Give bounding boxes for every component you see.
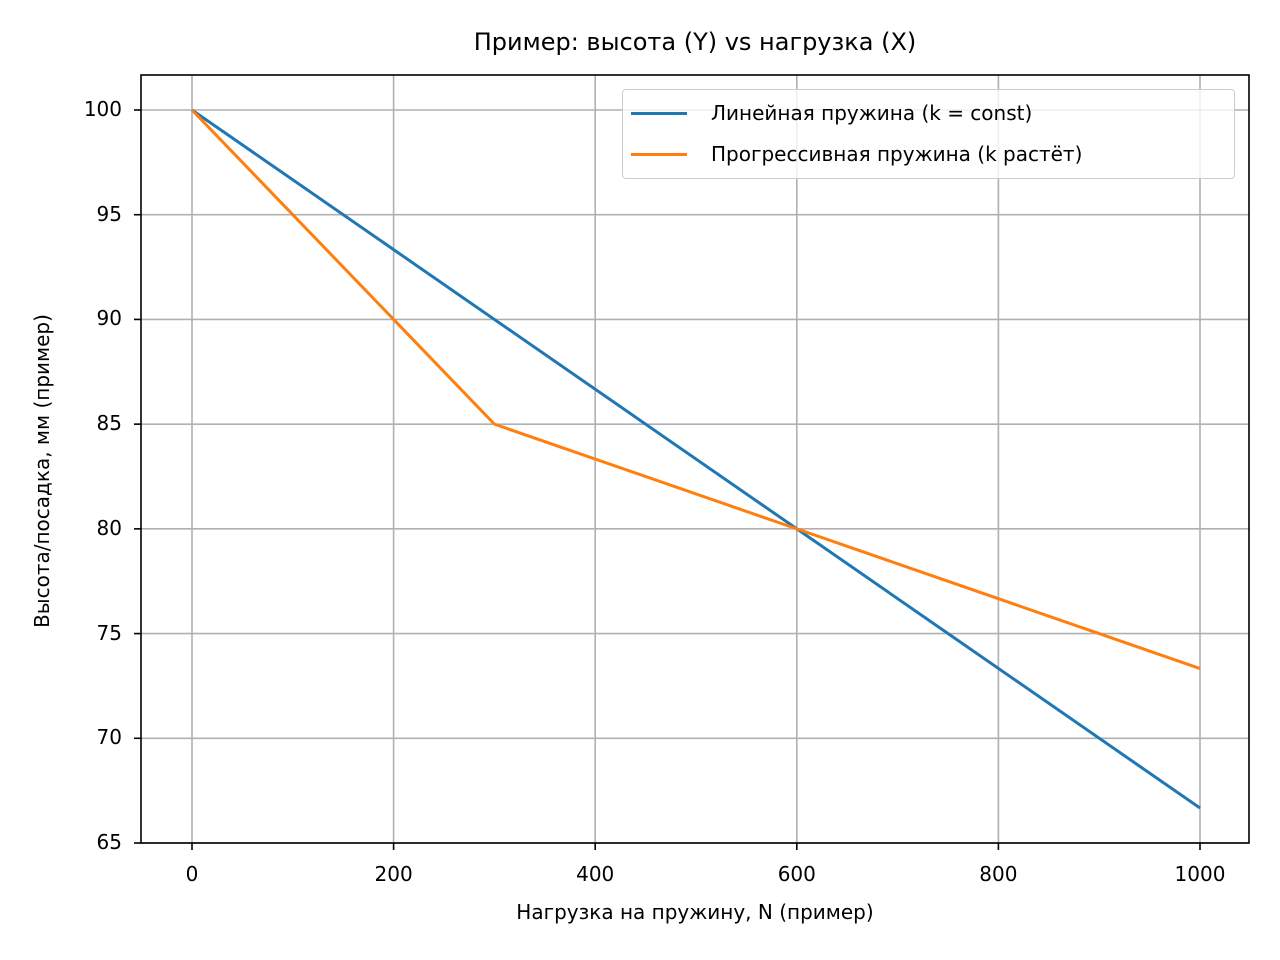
y-tick-label: 100	[83, 97, 122, 121]
x-axis-label: Нагрузка на пружину, N (пример)	[516, 900, 874, 924]
y-axis-label: Высота/посадка, мм (пример)	[30, 314, 54, 628]
legend-label-progressive: Прогрессивная пружина (k растёт)	[711, 142, 1083, 166]
legend-item-linear: Линейная пружина (k = const)	[631, 98, 1032, 128]
y-tick-label: 70	[96, 725, 122, 750]
tick-marks	[134, 109, 1201, 850]
x-tick-label: 800	[979, 862, 1018, 886]
y-tick-label: 75	[96, 620, 122, 645]
linear-spring-line	[191, 108, 1201, 810]
y-tick-label: 95	[96, 201, 122, 226]
y-tick-label: 80	[96, 515, 122, 540]
x-tick-label: 200	[374, 862, 413, 886]
legend-item-progressive: Прогрессивная пружина (k растёт)	[631, 139, 1082, 169]
y-tick-label: 65	[96, 830, 122, 854]
y-tick-label: 85	[96, 411, 122, 436]
legend-label-linear: Линейная пружина (k = const)	[711, 101, 1033, 125]
progressive-spring-line	[190, 108, 1201, 670]
data-series	[190, 108, 1201, 810]
chart-title: Пример: высота (Y) vs нагрузка (X)	[473, 28, 917, 56]
legend: Линейная пружина (k = const) Прогрессивн…	[622, 89, 1235, 179]
legend-swatch-linear	[631, 111, 687, 115]
x-tick-label: 0	[185, 862, 199, 886]
legend-swatch-progressive	[631, 152, 687, 156]
x-tick-label: 600	[777, 862, 816, 886]
y-tick-label: 90	[96, 306, 122, 331]
x-tick-label: 400	[576, 862, 615, 886]
x-tick-label: 1000	[1174, 862, 1226, 886]
plot-frame	[140, 74, 1250, 844]
